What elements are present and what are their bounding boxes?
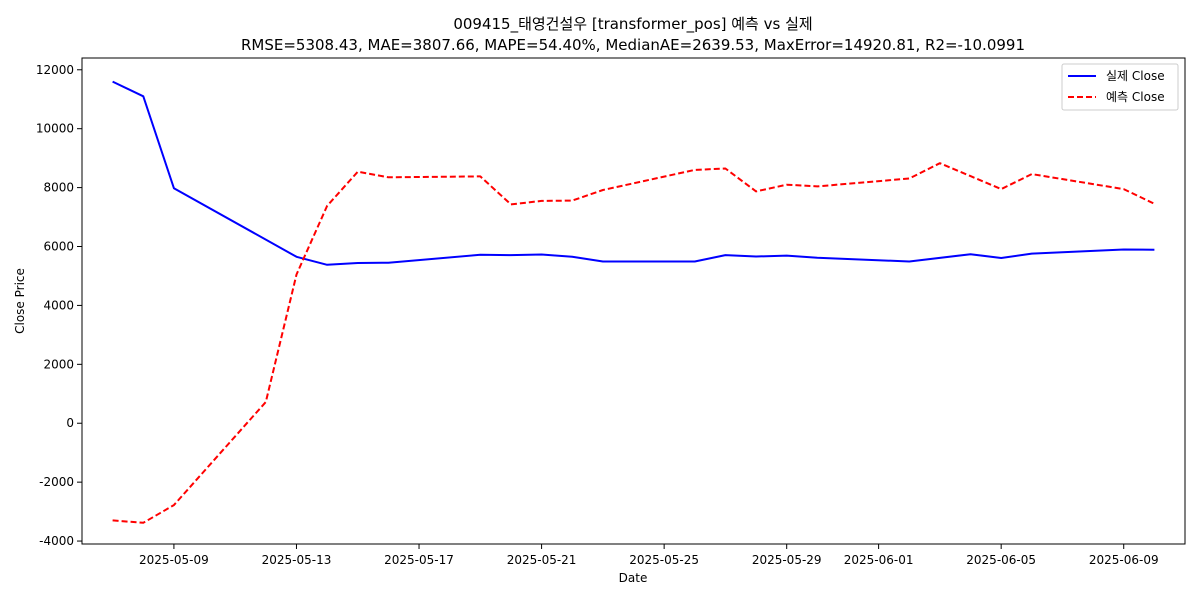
x-tick-label: 2025-05-29 xyxy=(752,553,822,567)
x-tick-label: 2025-05-21 xyxy=(507,553,577,567)
legend-label-actual: 실제 Close xyxy=(1106,69,1165,83)
x-axis-label: Date xyxy=(619,571,648,585)
x-tick-label: 2025-06-05 xyxy=(966,553,1036,567)
series-line-actual xyxy=(112,80,1155,266)
x-tick-label: 2025-06-09 xyxy=(1089,553,1159,567)
y-axis-label: Close Price xyxy=(13,268,27,334)
plot-area: 2025-05-09 2025-05-13 2025-05-17 2025-05-21… xyxy=(36,63,1159,567)
x-tick-label: 2025-06-01 xyxy=(844,553,914,567)
x-tick-label: 2025-05-13 xyxy=(262,553,332,567)
x-tick-label: 2025-05-09 xyxy=(139,553,209,567)
y-tick-label: -2000 xyxy=(39,475,74,489)
plot-frame xyxy=(81,57,1186,545)
y-tick-label: 4000 xyxy=(43,298,74,312)
y-tick-label: 2000 xyxy=(43,357,74,371)
y-tick-label: 6000 xyxy=(43,240,74,254)
chart-subtitle: RMSE=5308.43, MAE=3807.66, MAPE=54.40%, … xyxy=(241,36,1025,54)
x-tick-label: 2025-05-17 xyxy=(384,553,454,567)
y-tick-label: 10000 xyxy=(36,122,74,136)
legend: 실제 Close 예측 Close xyxy=(1061,63,1179,111)
y-tick-label: -4000 xyxy=(39,534,74,548)
y-tick-label: 8000 xyxy=(43,181,74,195)
x-tick-label: 2025-05-25 xyxy=(629,553,699,567)
series-line-predicted xyxy=(112,162,1155,524)
y-tick-label: 12000 xyxy=(36,63,74,77)
y-tick-label: 0 xyxy=(66,416,74,430)
legend-label-predicted: 예측 Close xyxy=(1106,90,1165,104)
chart-title: 009415_태영건설우 [transformer_pos] 예측 vs 실제 xyxy=(453,15,812,34)
